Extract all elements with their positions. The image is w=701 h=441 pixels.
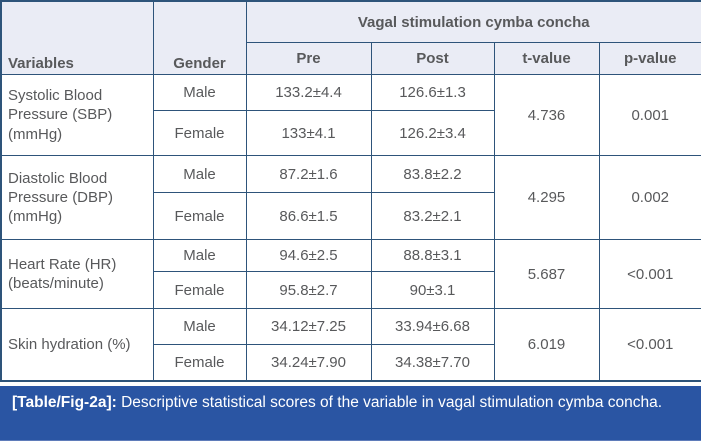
pre-value-cell: 95.8±2.7 — [245, 271, 372, 309]
column-header-variables: Variables — [0, 0, 154, 75]
column-header-p-value: p-value — [598, 42, 701, 75]
variable-label-hr: Heart Rate (HR) (beats/minute) — [0, 239, 154, 309]
table-row: Systolic Blood Pressure (SBP) (mmHg) Mal… — [0, 74, 701, 156]
table-caption-gap — [0, 381, 701, 386]
t-value-cell: 4.736 — [493, 74, 600, 156]
variable-label-skin-hydration: Skin hydration (%) — [0, 308, 154, 381]
header-row-2: Pre Post t-value p-value — [1, 42, 701, 75]
post-value-cell: 34.38±7.70 — [370, 344, 495, 381]
pre-value-cell: 86.6±1.5 — [245, 192, 372, 240]
t-value-cell: 5.687 — [493, 239, 600, 309]
p-value-cell: <0.001 — [598, 308, 701, 381]
column-header-t-value: t-value — [493, 42, 600, 75]
table-row: Diastolic Blood Pressure (DBP) (mmHg) Ma… — [0, 155, 701, 240]
table-row: Female 86.6±1.5 83.2±2.1 — [1, 192, 701, 240]
gender-cell: Female — [152, 192, 247, 240]
table-row: Skin hydration (%) Male 34.12±7.25 33.94… — [0, 308, 701, 381]
variable-label-sbp: Systolic Blood Pressure (SBP) (mmHg) — [0, 74, 154, 156]
table-row: Female 133±4.1 126.2±3.4 — [1, 110, 701, 156]
p-value-cell: <0.001 — [598, 239, 701, 309]
post-value-cell: 90±3.1 — [370, 271, 495, 309]
post-value-cell: 88.8±3.1 — [370, 239, 495, 272]
post-value-cell: 83.2±2.1 — [370, 192, 495, 240]
pre-value-cell: 34.12±7.25 — [245, 308, 372, 345]
gender-cell: Male — [152, 155, 247, 193]
caption-text: Descriptive statistical scores of the va… — [121, 393, 663, 411]
span-header-vagal-stimulation: Vagal stimulation cymba concha — [245, 0, 701, 43]
post-value-cell: 126.6±1.3 — [370, 74, 495, 111]
table-row: Heart Rate (HR) (beats/minute) Male 94.6… — [0, 239, 701, 309]
post-value-cell: 33.94±6.68 — [370, 308, 495, 345]
header-row-1: Variables Gender Vagal stimulation cymba… — [0, 0, 701, 75]
gender-cell: Female — [152, 344, 247, 381]
gender-cell: Female — [152, 271, 247, 309]
column-header-pre: Pre — [245, 42, 372, 75]
table-row: Female 34.24±7.90 34.38±7.70 — [1, 344, 701, 381]
variable-label-dbp: Diastolic Blood Pressure (DBP) (mmHg) — [0, 155, 154, 240]
gender-cell: Female — [152, 110, 247, 156]
t-value-cell: 6.019 — [493, 308, 600, 381]
results-table: Variables Gender Vagal stimulation cymba… — [0, 0, 701, 382]
column-header-post: Post — [370, 42, 495, 75]
gender-cell: Male — [152, 239, 247, 272]
p-value-cell: 0.002 — [598, 155, 701, 240]
gender-cell: Male — [152, 308, 247, 345]
post-value-cell: 126.2±3.4 — [370, 110, 495, 156]
pre-value-cell: 133±4.1 — [245, 110, 372, 156]
column-header-gender: Gender — [152, 0, 247, 75]
pre-value-cell: 133.2±4.4 — [245, 74, 372, 111]
post-value-cell: 83.8±2.2 — [370, 155, 495, 193]
caption-label: [Table/Fig-2a]: — [12, 393, 122, 411]
gender-cell: Male — [152, 74, 247, 111]
t-value-cell: 4.295 — [493, 155, 600, 240]
pre-value-cell: 34.24±7.90 — [245, 344, 372, 381]
figure-caption: [Table/Fig-2a]: Descriptive statistical … — [0, 385, 701, 440]
table-row: Female 95.8±2.7 90±3.1 — [1, 271, 701, 309]
pre-value-cell: 94.6±2.5 — [245, 239, 372, 272]
pre-value-cell: 87.2±1.6 — [245, 155, 372, 193]
p-value-cell: 0.001 — [598, 74, 701, 156]
bottom-strip — [0, 439, 701, 441]
